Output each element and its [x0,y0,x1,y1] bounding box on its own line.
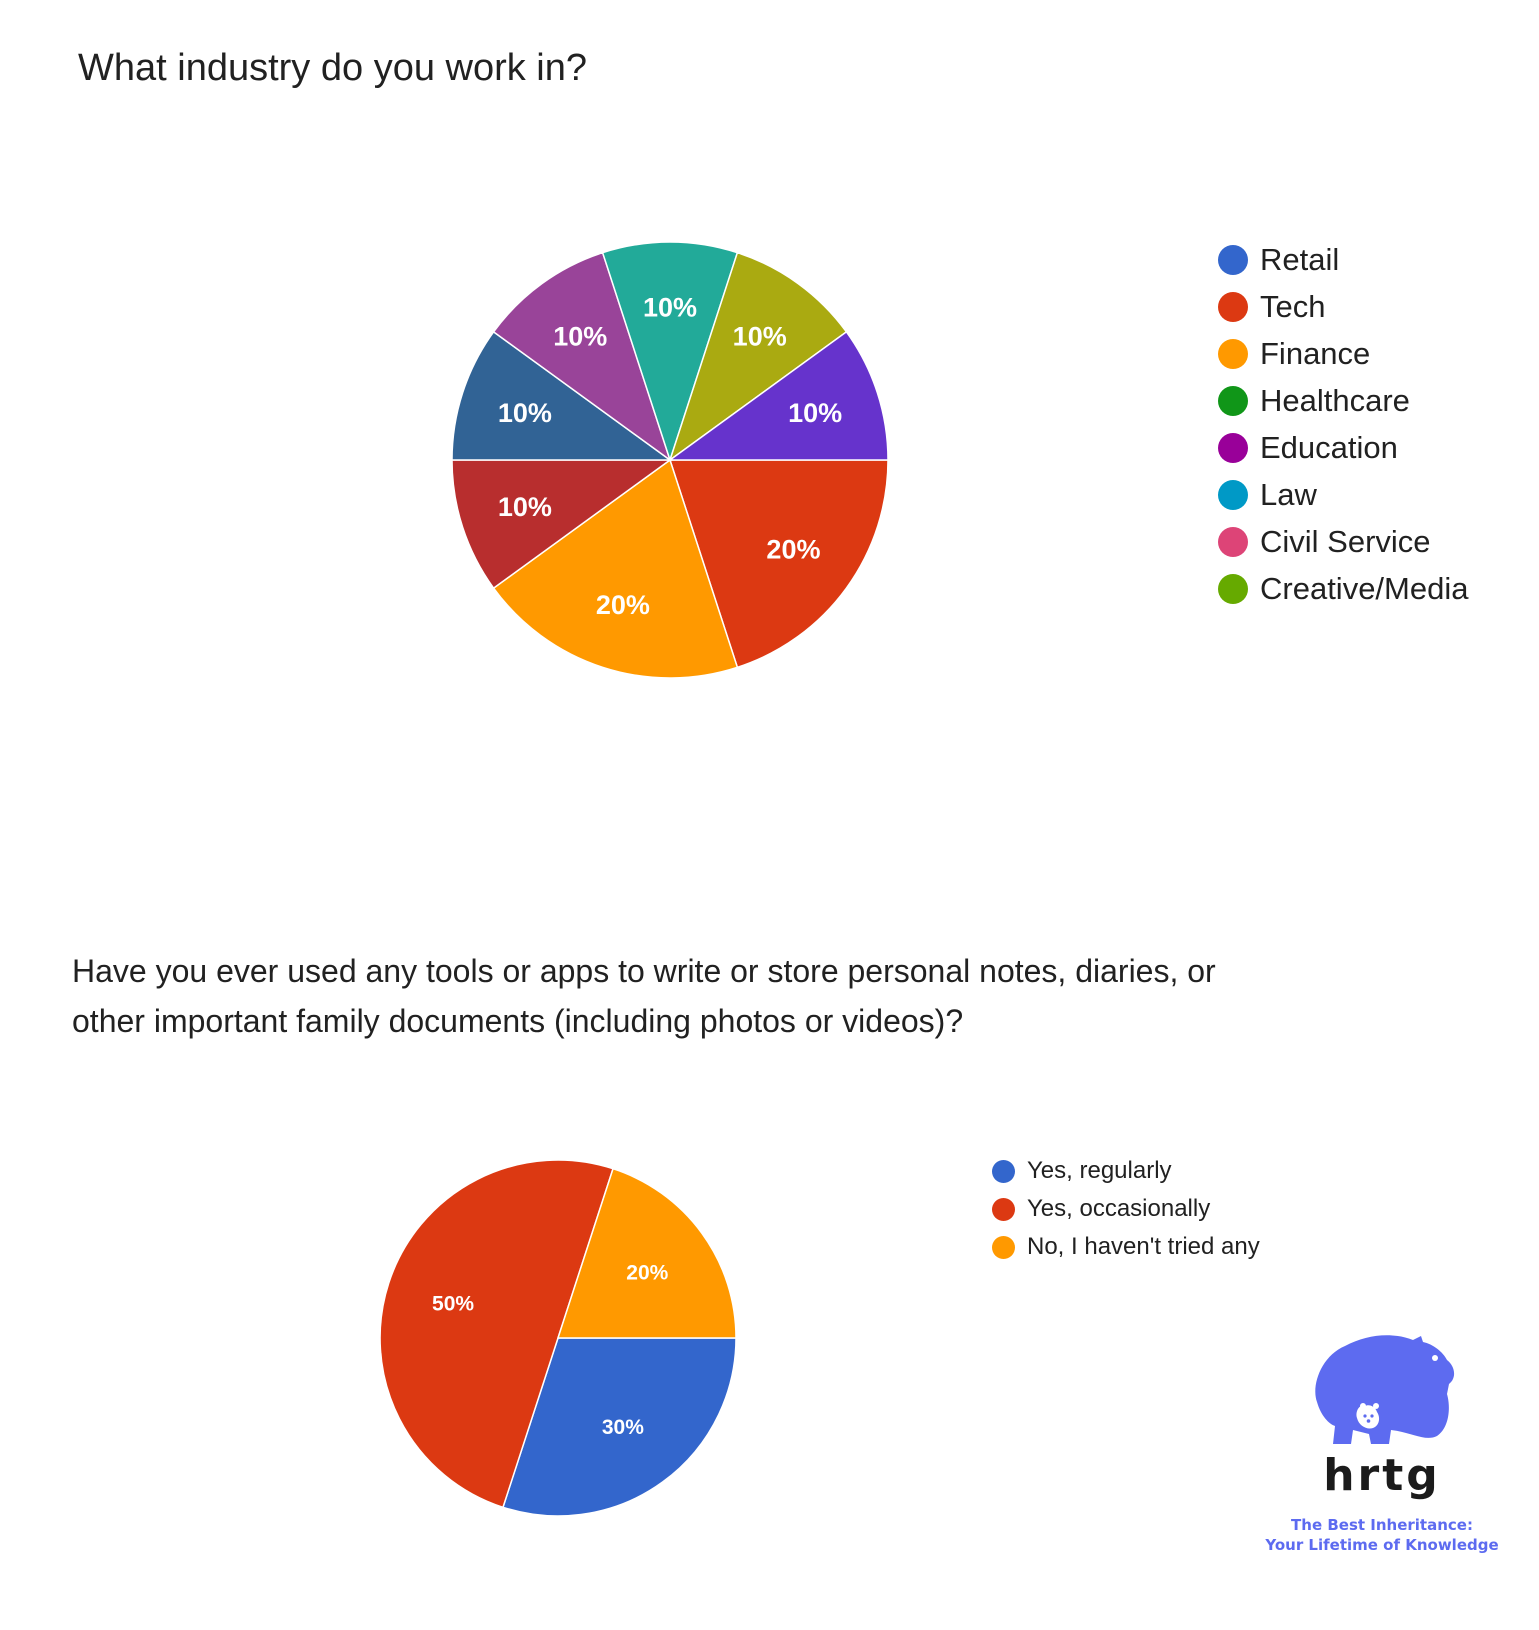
legend-label: Yes, regularly [1027,1157,1172,1184]
tools-usage-legend: Yes, regularly Yes, occasionally No, I hav… [992,1152,1260,1266]
pie-slice-label: 50% [432,1292,474,1315]
brand-name: hrtg [1323,1450,1441,1501]
pie-slice-label: 10% [498,492,552,522]
legend-item: Creative/Media [1218,565,1468,612]
chart-2-title: Have you ever used any tools or apps to … [72,953,1216,1039]
legend-item: Education [1218,424,1468,471]
legend-swatch-icon [1218,385,1248,416]
legend-swatch-icon [1218,291,1248,322]
pie-slice-label: 10% [733,322,787,352]
pie-slice [451,330,673,461]
brand-tagline: The Best Inheritance: Your Lifetime of K… [1262,1515,1502,1555]
chart-1-title: What industry do you work in? [78,47,588,89]
pie-slice [556,1167,737,1339]
legend-label: Retail [1260,241,1340,277]
brand-tagline-line-2: Your Lifetime of Knowledge [1265,1536,1499,1554]
pie-slice-label: 10% [498,398,552,428]
legend-swatch-icon [992,1197,1015,1221]
legend-label: Education [1260,429,1398,465]
legend-item: Finance [1218,330,1468,377]
legend-swatch-icon [1218,479,1248,510]
brand-tagline-line-1: The Best Inheritance: [1291,1516,1473,1534]
tools-usage-pie-chart: 30% 50% 20% [379,1159,737,1517]
legend-item: No, I haven't tried any [992,1228,1260,1266]
legend-swatch-icon [992,1159,1015,1183]
legend-label: Law [1260,476,1317,512]
legend-label: Yes, occasionally [1027,1195,1211,1222]
legend-item: Civil Service [1218,518,1468,565]
pie-slice [601,241,739,463]
legend-item: Tech [1218,283,1468,330]
legend-label: Creative/Media [1260,570,1469,606]
legend-item: Yes, regularly [992,1152,1260,1190]
industry-pie-chart: 20% 20% 10% 10% 10% 10% 10% 10% [451,241,889,679]
legend-swatch-icon [1218,244,1248,275]
pie-slice [492,458,739,679]
pie-slice [667,330,889,461]
legend-item: Healthcare [1218,377,1468,424]
pie-slice-label: 10% [788,398,842,428]
legend-label: Tech [1260,288,1326,324]
pie-slice [451,459,673,590]
legend-label: Healthcare [1260,382,1410,418]
legend-swatch-icon [1218,432,1248,463]
pie-slice [668,459,889,669]
legend-label: Finance [1260,335,1371,371]
legend-item: Law [1218,471,1468,518]
pie-slice-label: 30% [602,1416,644,1439]
legend-item: Retail [1218,236,1468,283]
industry-legend: Retail Tech Finance Healthcare Education Law C… [1218,236,1468,612]
pie-slice-label: 10% [553,322,607,352]
legend-item: Yes, occasionally [992,1190,1260,1228]
pie-slice [502,1337,737,1517]
pie-slice-label: 20% [766,535,820,565]
legend-swatch-icon [1218,526,1248,557]
legend-swatch-icon [1218,573,1248,604]
legend-label: Civil Service [1260,523,1431,559]
brand-block: hrtg The Best Inheritance: Your Lifetime… [1262,1330,1502,1555]
pie-slice [492,251,672,462]
pie-slice-label: 10% [643,292,697,322]
legend-label: No, I haven't tried any [1027,1233,1260,1260]
legend-swatch-icon [1218,338,1248,369]
legend-swatch-icon [992,1235,1015,1259]
pie-slice-label: 20% [626,1262,668,1285]
pie-slice [668,251,848,462]
pie-slice-label: 20% [596,590,650,620]
polar-bear-logo-icon [1315,1335,1455,1444]
pie-slice [379,1159,614,1509]
